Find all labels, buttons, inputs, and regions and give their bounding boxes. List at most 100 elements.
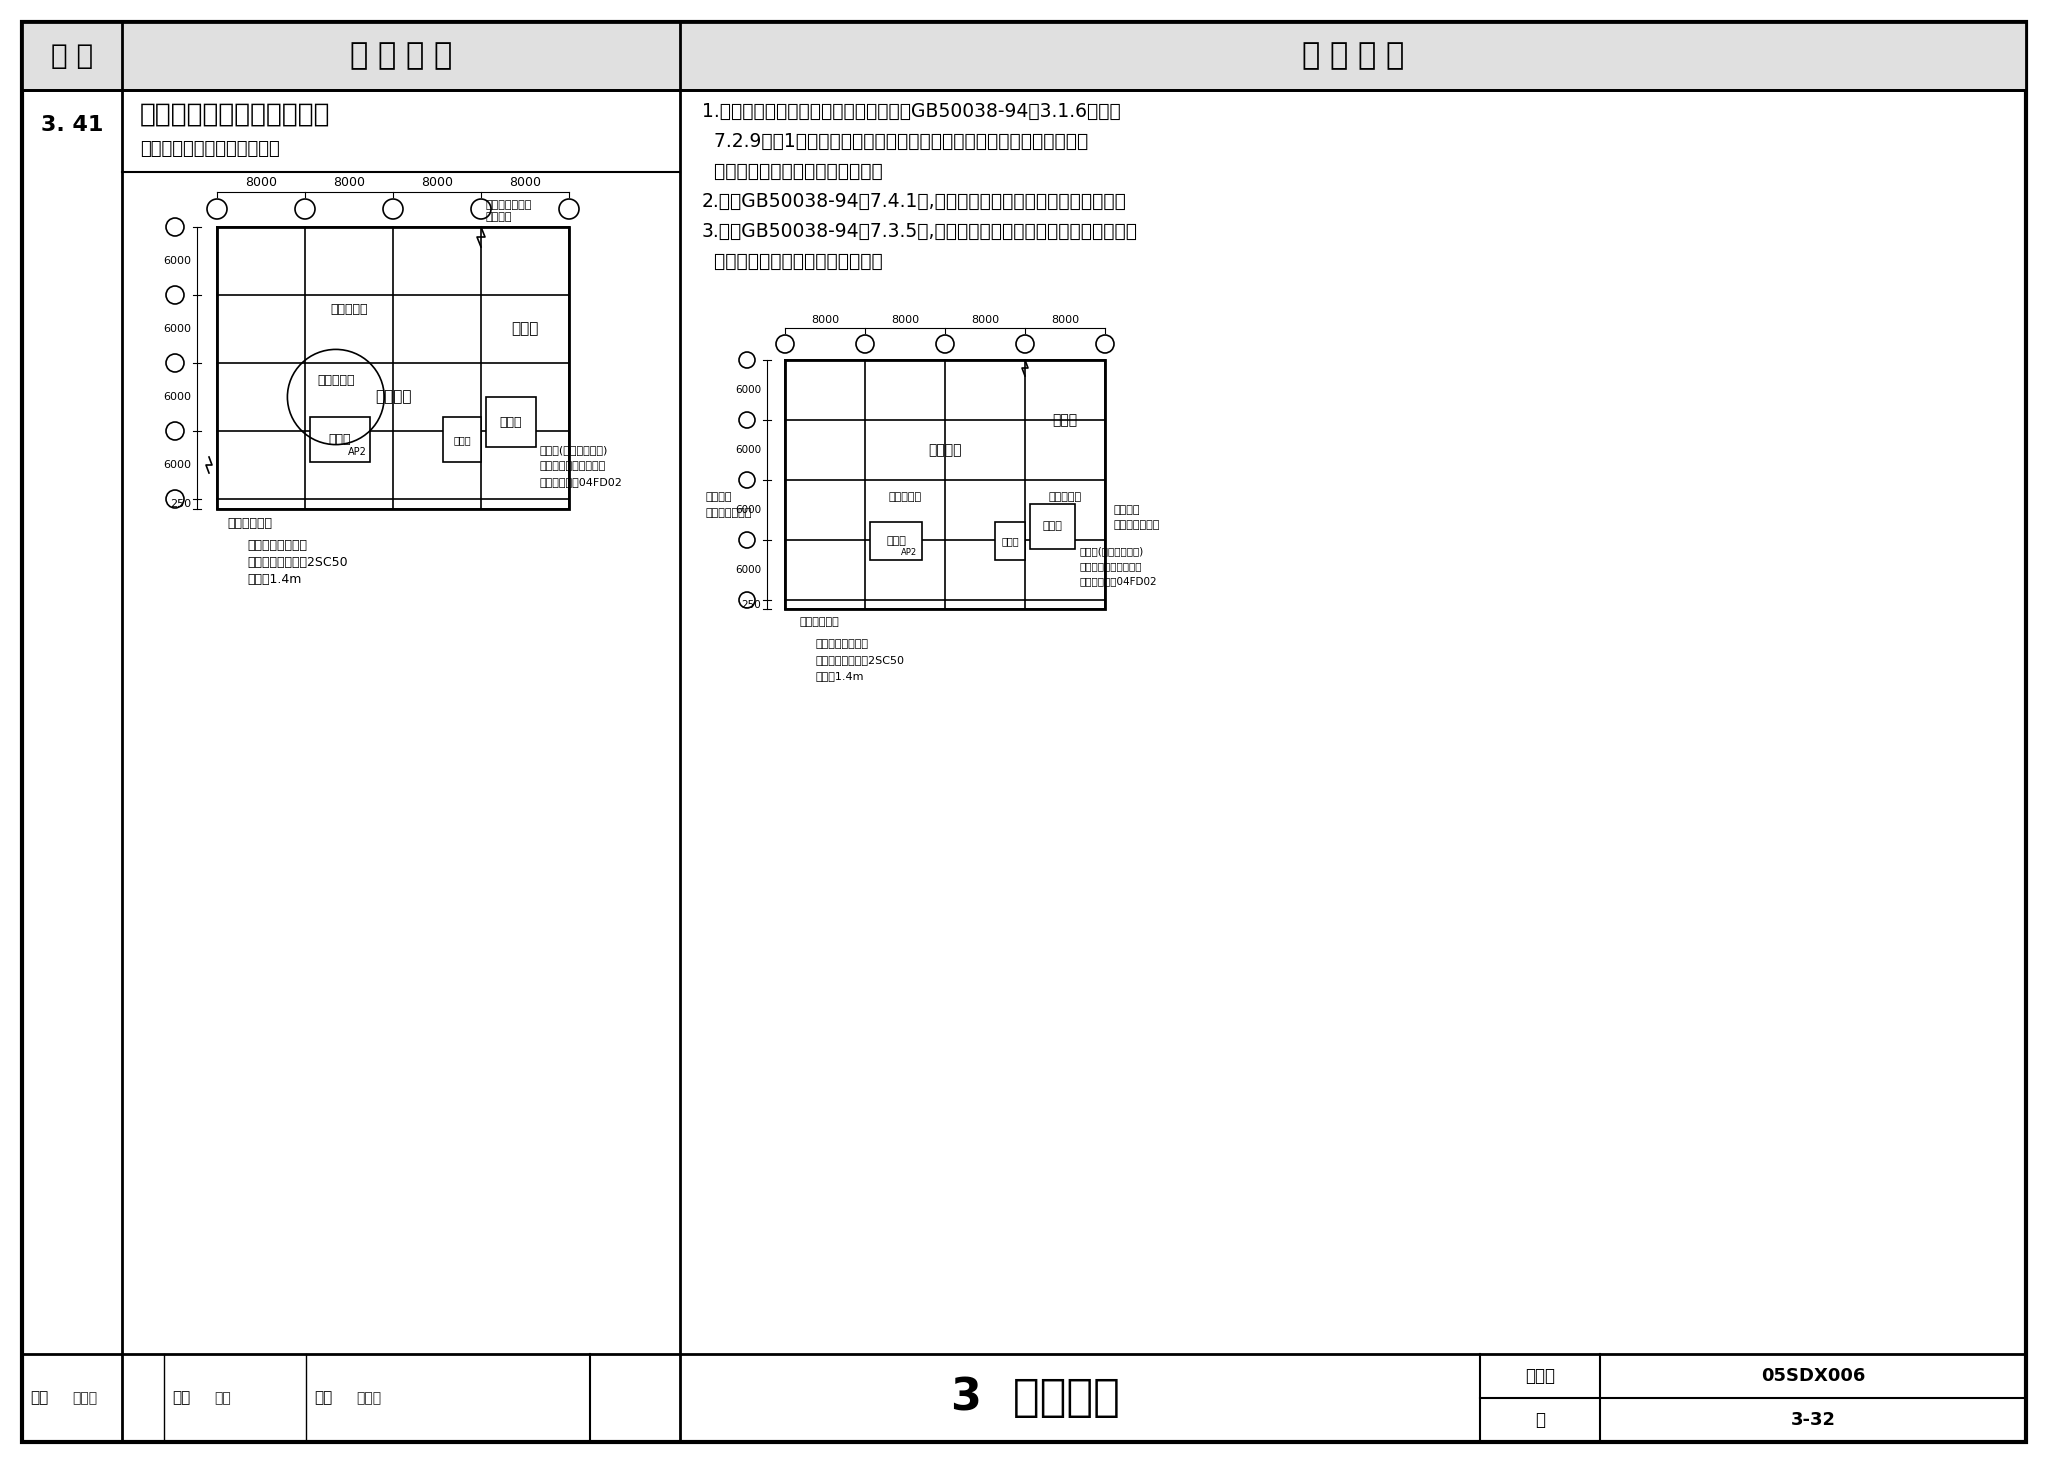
Text: 6000: 6000 [735,565,762,575]
Text: 配电间: 配电间 [453,435,471,445]
Text: 引自本楼配电室: 引自本楼配电室 [1112,520,1159,530]
Circle shape [776,335,795,353]
Text: 标高－1.4m: 标高－1.4m [815,671,864,681]
Bar [442,417,481,463]
Text: 图集号: 图集号 [1526,1367,1554,1385]
Text: 排风井(战时逆风竖井): 排风井(战时逆风竖井) [539,445,608,455]
Circle shape [856,335,874,353]
Text: 250: 250 [741,599,762,609]
Circle shape [166,218,184,236]
Text: 配电间: 配电间 [887,536,905,546]
Text: 接用电设备: 接用电设备 [1049,492,1081,502]
Text: 1.根据《人民防空地下室设计防火规范》GB50038-94第3.1.6条及第: 1.根据《人民防空地下室设计防火规范》GB50038-94第3.1.6条及第 [702,102,1120,122]
Circle shape [166,354,184,372]
Circle shape [166,490,184,508]
Text: 常 见 问 题: 常 见 问 题 [350,41,453,70]
Text: 接用电设备: 接用电设备 [889,492,922,502]
Bar [995,523,1024,561]
Text: 3. 41: 3. 41 [41,116,102,135]
Text: 引自本楼配电室: 引自本楼配电室 [705,508,752,518]
Circle shape [559,199,580,220]
Text: 8000: 8000 [510,176,541,189]
Text: 标高－1.4m: 标高－1.4m [248,572,301,586]
Text: 平时电源: 平时电源 [485,212,512,223]
Text: 8000: 8000 [246,176,276,189]
Text: 3.根据GB50038-94第7.3.5条,引至人防地下室的埋地敷设电缆，应经防: 3.根据GB50038-94第7.3.5条,引至人防地下室的埋地敷设电缆，应经防 [702,223,1139,242]
Bar [309,417,371,463]
Text: 人防地下室配电箱设置错误: 人防地下室配电箱设置错误 [139,102,330,127]
Text: 校对: 校对 [172,1391,190,1405]
Text: 250: 250 [170,499,190,509]
Text: 8000: 8000 [1051,315,1079,325]
Circle shape [739,471,756,488]
Circle shape [471,199,492,220]
Text: 密闭肋做法见04FD02: 密闭肋做法见04FD02 [539,477,623,486]
Text: 设计: 设计 [313,1391,332,1405]
Text: 8000: 8000 [811,315,840,325]
Text: 防爆波电缆井: 防爆波电缆井 [801,616,840,627]
Bar [485,397,537,447]
Text: 3-32: 3-32 [1790,1411,1835,1429]
Bar [23,22,2025,89]
Text: 6000: 6000 [735,445,762,455]
Text: 配电间: 配电间 [330,433,352,447]
Text: 爆波井引入，并预留备用穿线管。: 爆波井引入，并预留备用穿线管。 [702,252,883,271]
Bar [870,523,922,561]
Text: 防护区: 防护区 [1053,413,1077,427]
Circle shape [739,351,756,367]
Circle shape [295,199,315,220]
Circle shape [739,591,756,608]
Text: 6000: 6000 [164,256,190,266]
Text: 孙兰: 孙兰 [213,1391,231,1405]
Text: 战时区域电源引入: 战时区域电源引入 [248,539,307,552]
Text: 平时电源: 平时电源 [705,492,731,502]
Circle shape [383,199,403,220]
Text: 6000: 6000 [735,505,762,515]
Text: 8000: 8000 [891,315,920,325]
Circle shape [936,335,954,353]
Text: 6000: 6000 [164,460,190,470]
Text: 配电间: 配电间 [1001,536,1018,546]
Text: 兼室外备用垂直运输口: 兼室外备用垂直运输口 [1079,561,1143,571]
Circle shape [207,199,227,220]
Text: 扩展室: 扩展室 [500,416,522,429]
Text: 8000: 8000 [334,176,365,189]
Text: 序 号: 序 号 [51,42,92,70]
Text: 引自本楼配电室: 引自本楼配电室 [485,201,532,209]
Text: 接用电设备: 接用电设备 [317,373,354,386]
Circle shape [739,531,756,548]
Text: 孙成群: 孙成群 [356,1391,381,1405]
Text: AP2: AP2 [348,448,367,457]
Text: 05SDX006: 05SDX006 [1761,1367,1866,1385]
Circle shape [166,285,184,305]
Text: 3  低压配电: 3 低压配电 [950,1376,1120,1420]
Text: 8000: 8000 [422,176,453,189]
Bar [217,227,569,509]
Text: 平时电源: 平时电源 [1112,505,1139,515]
Text: 8000: 8000 [971,315,999,325]
Text: 6000: 6000 [735,385,762,395]
Text: 非防护区: 非防护区 [928,444,963,457]
Bar [1030,504,1075,549]
Text: 改 进 措 施: 改 进 措 施 [1303,41,1405,70]
Text: 战时区域电源引入: 战时区域电源引入 [815,638,868,649]
Text: 李雪佩: 李雪佩 [72,1391,96,1405]
Text: 兼室外备用垂直运输口: 兼室外备用垂直运输口 [539,461,606,470]
Text: 审核: 审核 [31,1391,49,1405]
Bar [784,360,1106,609]
Text: 排风井(战时逆风竖井): 排风井(战时逆风竖井) [1079,546,1145,556]
Circle shape [1016,335,1034,353]
Circle shape [1096,335,1114,353]
Text: 非防护区: 非防护区 [375,389,412,404]
Circle shape [166,422,184,441]
Text: 预埋防护密闭套管2SC50: 预埋防护密闭套管2SC50 [248,556,348,569]
Text: 扩展室: 扩展室 [1042,521,1063,531]
Text: 6000: 6000 [164,324,190,334]
Text: 接用电设备: 接用电设备 [330,303,369,316]
Text: 页: 页 [1536,1411,1544,1429]
Text: 2.根据GB50038-94第7.4.1条,人防地下室配电设备应设在清洁区内。: 2.根据GB50038-94第7.4.1条,人防地下室配电设备应设在清洁区内。 [702,192,1126,211]
Text: 人防地下室配电箱不单独设置: 人防地下室配电箱不单独设置 [139,141,281,158]
Text: 防爆波电缆井: 防爆波电缆井 [227,517,272,530]
Text: 时电源外，还应有战时电源供电。: 时电源外，还应有战时电源供电。 [702,163,883,182]
Text: AP2: AP2 [901,548,918,556]
